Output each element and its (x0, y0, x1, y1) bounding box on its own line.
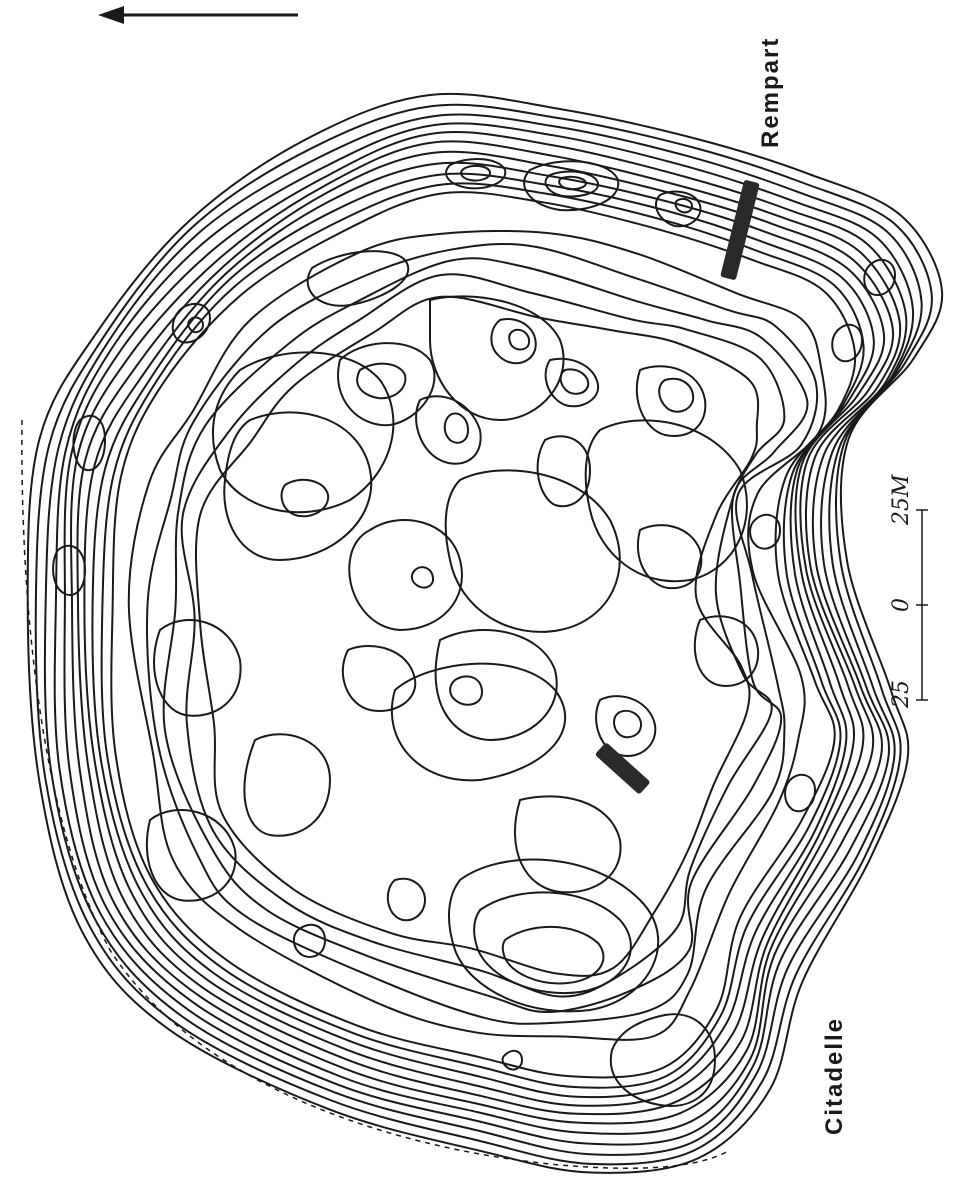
outer-contour-ring (83, 161, 886, 1107)
interior-contours (52, 158, 897, 1107)
scale-right: 25M (889, 474, 914, 526)
outer-contour-ring (110, 191, 857, 1079)
outer-contour-ring (76, 150, 895, 1116)
inner-contour-ring (146, 242, 819, 1025)
outer-contour-ring (63, 131, 908, 1135)
scale-left: 25 (889, 680, 914, 709)
scale-bar: 25 0 25M (889, 474, 928, 709)
outer-contour-ring (100, 182, 865, 1089)
outer-contour-ring (91, 172, 875, 1099)
inner-contour-ring (194, 295, 760, 977)
citadelle-bar (595, 743, 650, 794)
rempart-label: Rempart (757, 37, 784, 148)
rempart-bar (720, 180, 760, 280)
outer-contours (26, 92, 944, 1174)
north-arrow-icon (98, 6, 298, 24)
inner-contour-ring (180, 273, 786, 998)
outer-contour-ring (53, 122, 915, 1146)
citadelle-label: Citadelle (821, 1017, 848, 1135)
outer-contour-ring (34, 103, 933, 1166)
scale-middle: 0 (889, 598, 914, 612)
outer-contour-ring (43, 113, 923, 1156)
outer-dashed-boundary (21, 419, 731, 1169)
inner-contour-ring (162, 257, 809, 1014)
inner-contour-ring (127, 229, 827, 1041)
outer-contour-ring (69, 140, 902, 1125)
outer-contour-ring (26, 92, 944, 1174)
